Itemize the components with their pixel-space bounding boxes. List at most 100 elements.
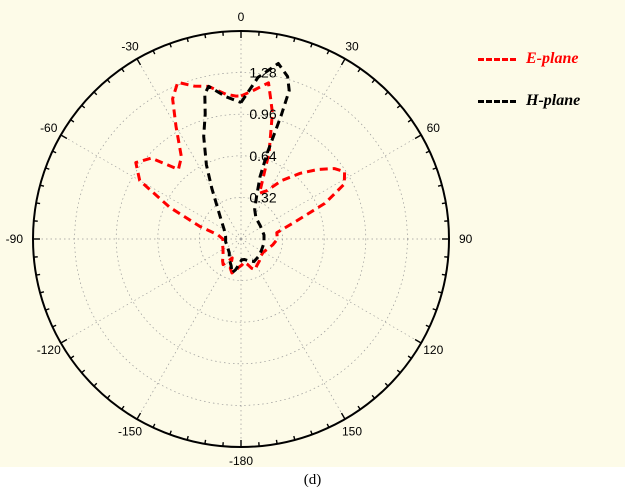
angle-tick (204, 34, 207, 39)
grid-spoke (60, 238, 242, 344)
legend: E-plane H-plane (478, 38, 580, 122)
angle-tick (340, 58, 346, 66)
grid-circle (74, 72, 408, 406)
angle-tick (326, 423, 330, 428)
series-line-h-plane (202, 62, 291, 275)
grid-spoke (240, 58, 346, 240)
grid-spoke (240, 134, 422, 240)
angle-tick (81, 104, 86, 109)
grid (33, 31, 449, 447)
legend-item-h-plane: H-plane (478, 80, 580, 122)
angle-tick (36, 273, 41, 276)
angle-tick (425, 324, 430, 328)
grid-spoke (240, 238, 346, 420)
figure-caption: (d) (303, 472, 322, 488)
angle-tick (93, 382, 98, 387)
angle-tick (357, 405, 361, 410)
angle-tick (371, 394, 376, 399)
angle-tick (275, 439, 278, 444)
angle-label: 120 (423, 343, 443, 357)
legend-swatch-e-plane (478, 57, 516, 61)
grid-spoke (136, 58, 242, 240)
angle-label: 0 (238, 10, 245, 24)
angle-tick (310, 430, 313, 435)
legend-label-h-plane: H-plane (526, 92, 581, 109)
angle-tick (39, 184, 45, 187)
angle-tick (52, 324, 57, 328)
plot-frame: 0 30 60 90 120 150 -180 -150 -120 -90 -60 -30 0.32 0.… (0, 0, 625, 467)
angle-tick (384, 382, 389, 387)
angle-tick (70, 355, 75, 359)
angle-label: 90 (459, 232, 473, 246)
angle-tick (45, 308, 50, 311)
polar-plot: 0 30 60 90 120 150 -180 -150 -120 -90 -60 -30 0.32 0.… (6, 10, 473, 467)
angle-label: 60 (427, 121, 441, 135)
angle-tick (186, 37, 189, 43)
angle-tick (152, 423, 156, 428)
angle-tick (414, 134, 422, 140)
angle-label: -90 (6, 232, 24, 246)
angle-tick (121, 405, 125, 410)
angle-tick (384, 91, 389, 96)
angle-tick (407, 355, 412, 359)
angle-tick (396, 369, 401, 374)
angle-tick (36, 202, 41, 205)
angle-tick (275, 34, 278, 39)
radial-tick-label: 0.64 (249, 148, 276, 164)
angle-tick (310, 43, 313, 48)
angle-labels: 0 30 60 90 120 150 -180 -150 -120 -90 -60 -30 (6, 10, 473, 467)
angle-tick (326, 50, 330, 55)
angle-label: -180 (229, 454, 253, 467)
angle-tick (186, 435, 189, 441)
angle-label: 30 (345, 40, 359, 54)
angle-tick (407, 119, 412, 123)
angle-tick (340, 412, 346, 420)
angle-tick (414, 338, 422, 344)
angle-tick (70, 119, 75, 123)
series-line-e-plane (134, 80, 347, 275)
radial-tick-label: 0.96 (249, 106, 276, 122)
angle-tick (432, 167, 437, 170)
grid-spoke (240, 238, 422, 344)
angle-tick (52, 150, 57, 154)
angle-tick (136, 58, 142, 66)
grid-spoke (136, 238, 242, 420)
angle-tick (441, 273, 446, 276)
grid-circle (157, 155, 325, 323)
radial-labels: 0.32 0.64 0.96 1.28 (249, 65, 276, 206)
angle-label: 150 (342, 424, 362, 438)
angle-tick (93, 91, 98, 96)
angle-tick (60, 338, 68, 344)
angle-tick (121, 68, 125, 73)
angle-tick (106, 394, 111, 399)
angle-tick (45, 167, 50, 170)
angle-tick (371, 79, 376, 84)
legend-swatch-h-plane (478, 99, 516, 103)
angle-tick (169, 43, 172, 48)
angle-tick (204, 439, 207, 444)
angle-tick (437, 291, 443, 294)
radial-tick-label: 0.32 (249, 189, 276, 205)
grid-spoke (60, 134, 242, 240)
legend-item-e-plane: E-plane (478, 38, 580, 80)
angle-tick (136, 412, 142, 420)
angle-label: -150 (118, 424, 142, 438)
angle-tick (169, 430, 172, 435)
angle-tick (106, 79, 111, 84)
angle-tick (432, 308, 437, 311)
angle-label: -120 (37, 343, 61, 357)
angle-tick (39, 291, 45, 294)
angle-tick (293, 37, 296, 43)
angle-tick (437, 184, 443, 187)
angle-tick (441, 202, 446, 205)
legend-label-e-plane: E-plane (526, 50, 579, 67)
grid-circle (115, 113, 367, 365)
angle-tick (60, 134, 68, 140)
angle-tick (425, 150, 430, 154)
angle-tick (293, 435, 296, 441)
angle-tick (81, 369, 86, 374)
angle-label: -60 (40, 121, 58, 135)
angle-tick (396, 104, 401, 109)
angle-tick (152, 50, 156, 55)
angle-label: -30 (121, 40, 139, 54)
